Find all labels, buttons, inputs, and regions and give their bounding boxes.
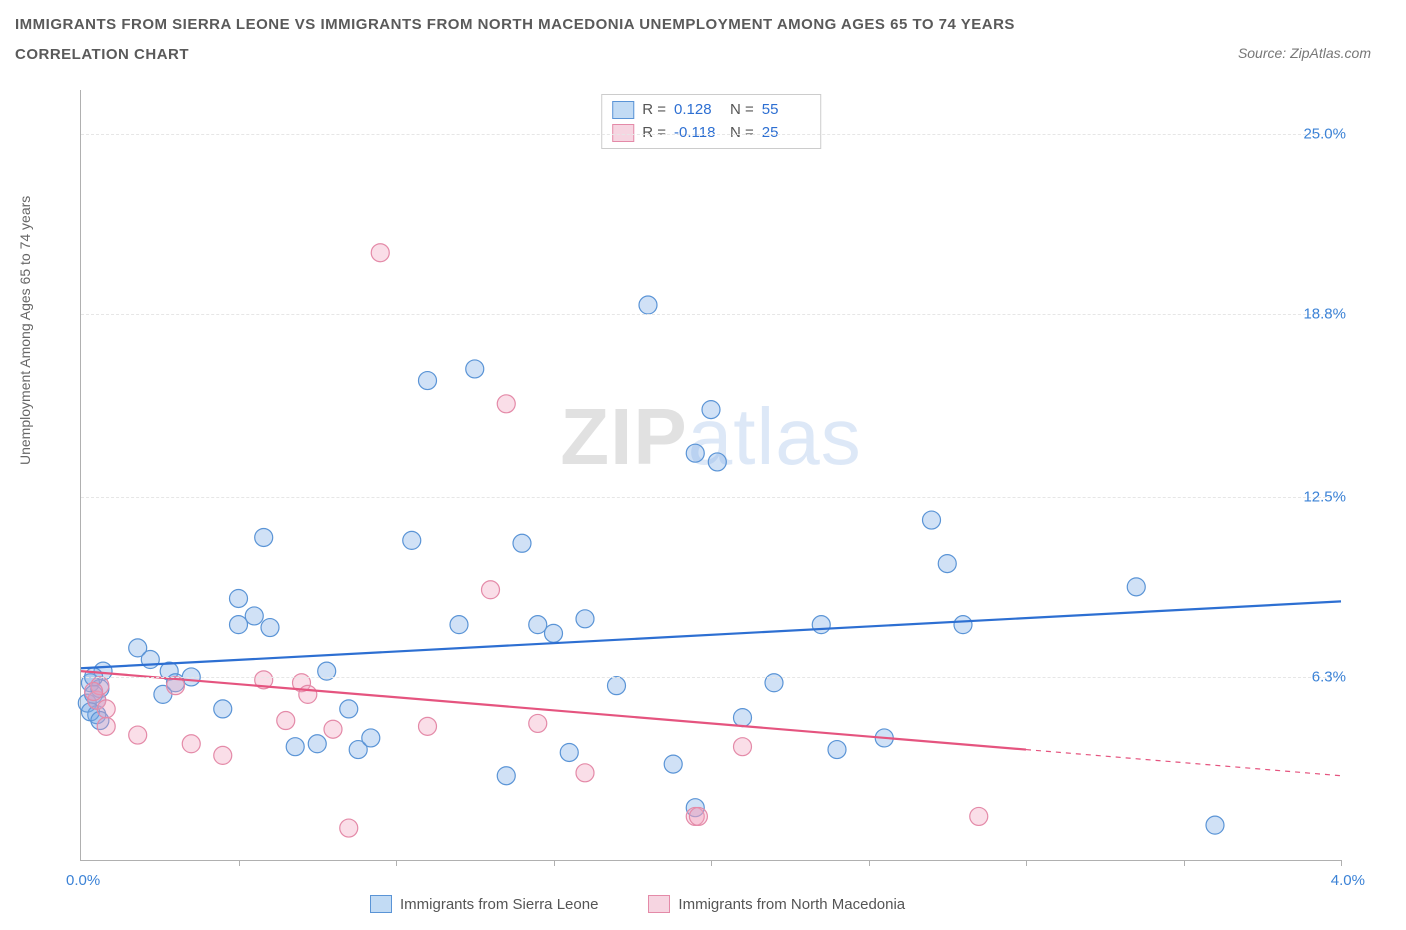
x-tick: [711, 860, 712, 866]
scatter-point: [482, 581, 500, 599]
n-value-a: 55: [762, 99, 810, 122]
scatter-point: [299, 685, 317, 703]
scatter-point: [340, 700, 358, 718]
scatter-point: [812, 616, 830, 634]
gridline: [81, 314, 1341, 315]
scatter-point: [286, 738, 304, 756]
scatter-point: [734, 709, 752, 727]
scatter-point: [403, 531, 421, 549]
scatter-point: [686, 444, 704, 462]
scatter-point: [828, 741, 846, 759]
scatter-point: [702, 401, 720, 419]
scatter-point: [85, 682, 103, 700]
legend-label-b: Immigrants from North Macedonia: [678, 896, 905, 913]
scatter-point: [230, 589, 248, 607]
scatter-point: [513, 534, 531, 552]
scatter-point: [230, 616, 248, 634]
scatter-point: [734, 738, 752, 756]
scatter-point: [277, 712, 295, 730]
legend-item-a: Immigrants from Sierra Leone: [370, 895, 598, 913]
scatter-point: [340, 819, 358, 837]
scatter-point: [529, 714, 547, 732]
scatter-point: [708, 453, 726, 471]
chart-container: IMMIGRANTS FROM SIERRA LEONE VS IMMIGRAN…: [0, 0, 1406, 930]
swatch-series-a: [612, 101, 634, 119]
plot-area: ZIPatlas R = 0.128 N = 55 R = -0.118 N =…: [80, 90, 1341, 861]
scatter-point: [97, 700, 115, 718]
scatter-point: [214, 746, 232, 764]
scatter-point: [214, 700, 232, 718]
scatter-point: [689, 807, 707, 825]
plot-svg: [81, 90, 1341, 860]
scatter-point: [1206, 816, 1224, 834]
scatter-point: [129, 726, 147, 744]
scatter-point: [245, 607, 263, 625]
title-line-1: IMMIGRANTS FROM SIERRA LEONE VS IMMIGRAN…: [15, 16, 1015, 33]
scatter-point: [419, 372, 437, 390]
scatter-point: [97, 717, 115, 735]
n-label: N =: [730, 99, 754, 122]
legend-label-a: Immigrants from Sierra Leone: [400, 896, 598, 913]
scatter-point: [362, 729, 380, 747]
scatter-point: [261, 619, 279, 637]
source-attribution: Source: ZipAtlas.com: [1238, 45, 1371, 61]
scatter-point: [1127, 578, 1145, 596]
x-tick: [554, 860, 555, 866]
x-axis-max-label: 4.0%: [1331, 872, 1365, 889]
scatter-point: [954, 616, 972, 634]
scatter-point: [497, 395, 515, 413]
plot-region: ZIPatlas R = 0.128 N = 55 R = -0.118 N =…: [60, 90, 1360, 860]
gridline: [81, 677, 1341, 678]
x-axis-min-label: 0.0%: [66, 872, 100, 889]
title-line-2: CORRELATION CHART: [15, 46, 189, 63]
x-tick: [1341, 860, 1342, 866]
scatter-point: [576, 610, 594, 628]
scatter-point: [450, 616, 468, 634]
gridline: [81, 134, 1341, 135]
x-tick: [396, 860, 397, 866]
swatch-series-b-icon: [648, 895, 670, 913]
scatter-point: [255, 528, 273, 546]
y-tick-label: 6.3%: [1312, 668, 1346, 685]
chart-title: IMMIGRANTS FROM SIERRA LEONE VS IMMIGRAN…: [15, 10, 1226, 70]
scatter-point: [182, 735, 200, 753]
scatter-point: [419, 717, 437, 735]
y-axis-label: Unemployment Among Ages 65 to 74 years: [17, 196, 33, 465]
scatter-point: [529, 616, 547, 634]
scatter-point: [938, 555, 956, 573]
scatter-point: [371, 244, 389, 262]
gridline: [81, 497, 1341, 498]
r-value-a: 0.128: [674, 99, 722, 122]
x-tick: [1184, 860, 1185, 866]
scatter-point: [608, 677, 626, 695]
legend-item-b: Immigrants from North Macedonia: [648, 895, 905, 913]
legend-series: Immigrants from Sierra Leone Immigrants …: [370, 895, 905, 913]
x-tick: [1026, 860, 1027, 866]
scatter-point: [664, 755, 682, 773]
y-tick-label: 12.5%: [1303, 488, 1346, 505]
scatter-point: [545, 624, 563, 642]
y-tick-label: 18.8%: [1303, 305, 1346, 322]
legend-stats: R = 0.128 N = 55 R = -0.118 N = 25: [601, 94, 821, 149]
legend-stats-row-a: R = 0.128 N = 55: [612, 99, 810, 122]
scatter-point: [324, 720, 342, 738]
scatter-point: [308, 735, 326, 753]
swatch-series-a-icon: [370, 895, 392, 913]
trend-line-extrapolated: [1026, 750, 1341, 776]
scatter-point: [639, 296, 657, 314]
scatter-point: [576, 764, 594, 782]
y-tick-label: 25.0%: [1303, 125, 1346, 142]
scatter-point: [466, 360, 484, 378]
x-tick: [239, 860, 240, 866]
scatter-point: [497, 767, 515, 785]
scatter-point: [560, 743, 578, 761]
x-tick: [869, 860, 870, 866]
r-label: R =: [642, 99, 666, 122]
scatter-point: [970, 807, 988, 825]
scatter-point: [923, 511, 941, 529]
